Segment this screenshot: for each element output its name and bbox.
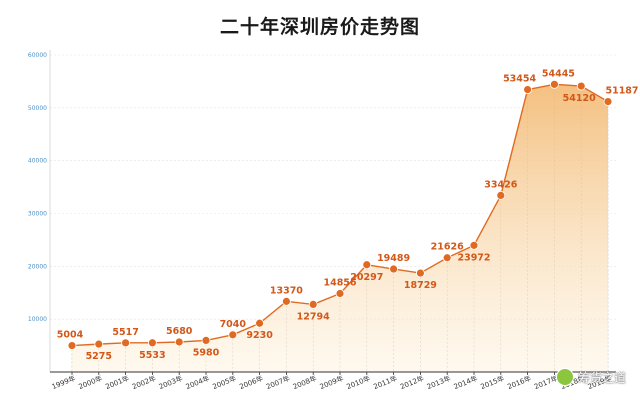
data-label: 5980	[193, 347, 220, 358]
data-point	[442, 253, 452, 263]
data-point	[576, 81, 586, 91]
data-point	[147, 338, 157, 348]
chart-title: 二十年深圳房价走势图	[219, 16, 420, 38]
data-point	[67, 341, 77, 350]
x-tick-label: 2003年	[158, 374, 184, 392]
data-label: 13370	[270, 285, 303, 296]
data-point	[523, 85, 532, 94]
data-label: 5004	[57, 330, 84, 341]
x-tick-label: 2016年	[506, 374, 532, 392]
data-point	[603, 97, 613, 106]
data-label: 5517	[112, 327, 138, 338]
data-label: 9230	[246, 330, 273, 341]
y-tick-label: 10000	[28, 316, 47, 323]
data-label: 23972	[457, 252, 490, 263]
data-point	[469, 240, 479, 250]
data-label: 7040	[220, 319, 247, 330]
area-fill-path	[72, 84, 608, 373]
x-tick-label: 1999年	[50, 374, 76, 392]
x-axis-ticks: 1999年 2000年 2001年 2002年 2003年 2004年 2005年 2006年…	[50, 372, 613, 392]
x-tick-label: 2007年	[265, 374, 291, 392]
data-markers	[67, 79, 613, 350]
area-fill	[72, 84, 608, 373]
data-point	[496, 190, 506, 200]
y-tick-label: 20000	[28, 263, 47, 270]
x-tick-label: 2014年	[452, 374, 478, 392]
data-point	[201, 336, 211, 345]
y-axis-ticks: 10000 20000 30000 40000 50000 60000	[28, 52, 47, 323]
x-tick-label: 2010年	[345, 374, 371, 392]
x-tick-label: 2000年	[77, 374, 103, 392]
data-label: 5275	[86, 351, 112, 362]
data-point	[228, 330, 238, 340]
x-tick-label: 2001年	[104, 374, 130, 392]
y-tick-label: 30000	[28, 211, 47, 218]
data-point	[362, 260, 372, 270]
x-tick-label: 2009年	[318, 374, 344, 392]
x-tick-label: 2015年	[479, 374, 505, 392]
data-point	[255, 318, 265, 328]
y-tick-label: 40000	[28, 158, 47, 165]
data-label: 51187	[605, 86, 638, 97]
x-tick-label: 2004年	[184, 374, 210, 392]
data-label: 5680	[166, 326, 193, 337]
data-label: 53454	[503, 74, 536, 85]
wechat-icon	[555, 368, 574, 386]
data-point	[389, 264, 399, 274]
y-tick-label: 60000	[28, 52, 47, 59]
data-label: 18729	[404, 280, 437, 291]
data-point	[121, 338, 130, 348]
data-label: 5533	[139, 350, 165, 361]
data-label: 54445	[542, 68, 575, 79]
data-label: 21626	[431, 242, 464, 253]
data-point	[550, 79, 559, 89]
x-tick-label: 2006年	[238, 374, 264, 392]
data-point	[308, 300, 318, 309]
x-tick-label: 2012年	[399, 374, 425, 392]
x-tick-label: 2013年	[426, 374, 452, 392]
axes	[49, 50, 616, 373]
y-tick-label: 50000	[28, 105, 47, 112]
watermark-text: 筹货之道	[577, 370, 626, 385]
data-label: 54120	[563, 93, 596, 104]
x-tick-label: 2011年	[372, 374, 398, 392]
data-point	[174, 337, 184, 347]
data-label: 12794	[297, 311, 330, 322]
data-label: 20297	[350, 272, 383, 283]
data-label: 14856	[323, 278, 356, 289]
data-label: 33426	[484, 179, 517, 190]
data-point	[415, 268, 425, 278]
x-tick-label: 2008年	[292, 374, 318, 392]
data-point	[94, 339, 104, 349]
data-point	[281, 296, 291, 306]
x-tick-label: 2002年	[131, 374, 157, 392]
watermark: 筹货之道	[555, 368, 626, 386]
data-point	[335, 289, 345, 298]
data-label: 19489	[377, 253, 410, 264]
x-tick-label: 2005年	[211, 374, 237, 392]
